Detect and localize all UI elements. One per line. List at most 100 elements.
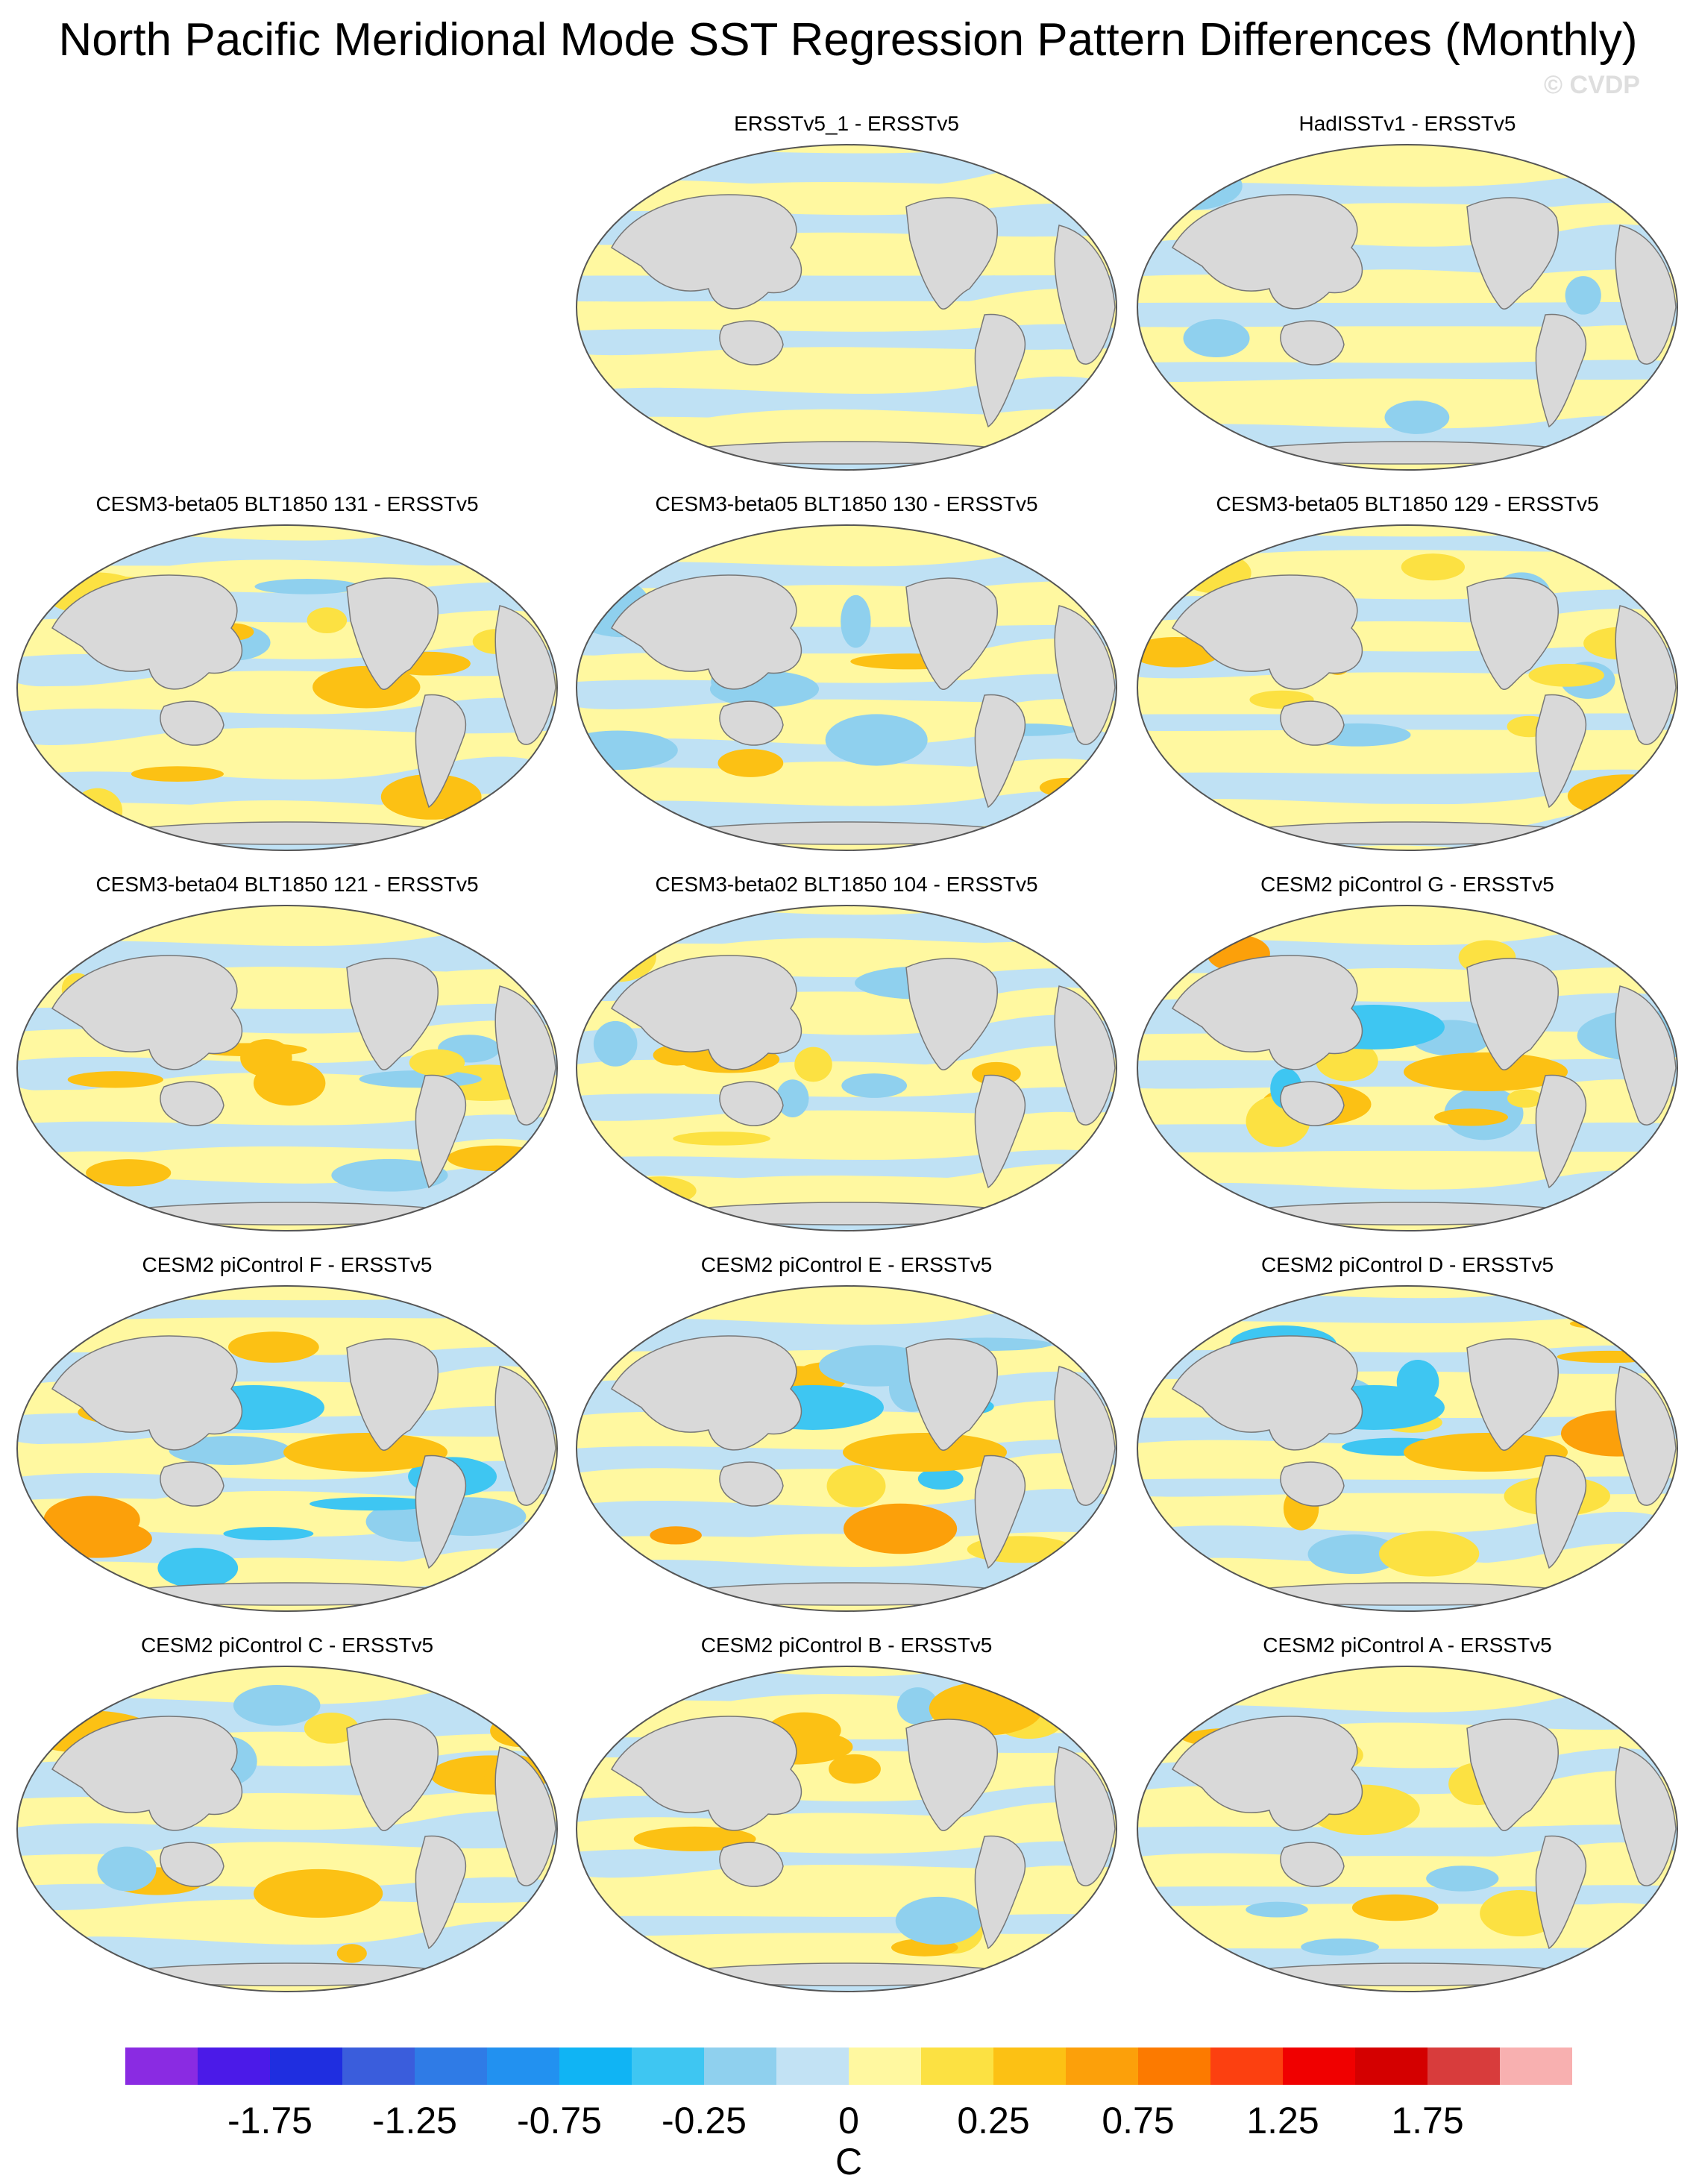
- land-mass: [1054, 1366, 1116, 1506]
- anomaly-blob: [67, 1071, 164, 1088]
- panel-title: CESM2 piControl A - ERSSTv5: [1263, 1634, 1552, 1657]
- map-panel: CESM2 piControl D - ERSSTv5: [1128, 1253, 1687, 1626]
- robinson-map: [16, 1285, 558, 1612]
- anomaly-blob: [336, 1944, 367, 1963]
- anomaly-blob: [843, 1433, 1007, 1472]
- colorbar: -1.75 -1.25 -0.75 -0.25 0 0.25 0.75 1.25 1.75 C: [125, 2048, 1572, 2183]
- robinson-map: [576, 1666, 1117, 1992]
- anomaly-blob: [1307, 1534, 1401, 1575]
- anomaly-blob: [650, 1526, 702, 1545]
- land-mass: [1615, 1366, 1677, 1506]
- land-mass: [1172, 955, 1363, 1070]
- map-panel: CESM3-beta05 BLT1850 129 - ERSSTv5: [1128, 492, 1687, 865]
- robinson-map: [576, 524, 1117, 851]
- anomaly-blob: [841, 1073, 908, 1098]
- land-mass: [719, 700, 784, 746]
- anomaly-blob: [1569, 1317, 1677, 1331]
- robinson-map: [16, 1666, 558, 1992]
- anomaly-blob: [42, 1519, 152, 1558]
- anomaly-blob: [447, 1145, 546, 1172]
- map-border: [16, 1666, 558, 1992]
- panel-title: CESM3-beta05 BLT1850 131 - ERSSTv5: [95, 492, 479, 515]
- colorbar-swatch: [1283, 2048, 1355, 2085]
- land-mass: [905, 958, 998, 1070]
- robinson-map: [16, 524, 558, 851]
- anomaly-blob: [304, 1713, 359, 1744]
- robinson-map: [1137, 144, 1678, 471]
- anomaly-blob: [818, 1345, 934, 1387]
- map-border: [576, 1285, 1117, 1612]
- map-panel: CESM3-beta05 BLT1850 130 - ERSSTv5: [567, 492, 1126, 865]
- land-mass: [415, 694, 467, 809]
- land-mass: [974, 313, 1026, 428]
- anomaly-blob: [1557, 1350, 1662, 1364]
- map-border: [16, 1285, 558, 1612]
- map-border: [1137, 1666, 1678, 1992]
- land-mass: [974, 694, 1026, 809]
- map-panel: CESM3-beta05 BLT1850 131 - ERSSTv5: [7, 492, 567, 865]
- land-mass: [1615, 985, 1677, 1126]
- anomaly-band: [17, 1297, 557, 1320]
- land-mass: [1280, 320, 1345, 365]
- page-title: North Pacific Meridional Mode SST Regres…: [58, 14, 1638, 66]
- map-border: [1137, 1285, 1678, 1612]
- anomaly-blob: [1384, 401, 1450, 434]
- anomaly-blob: [895, 1896, 982, 1945]
- land-mass: [1172, 1716, 1363, 1831]
- anomaly-blob: [233, 1685, 321, 1726]
- anomaly-blob: [776, 1079, 809, 1117]
- panel-title: CESM3-beta05 BLT1850 130 - ERSSTv5: [655, 492, 1038, 515]
- robinson-map: [576, 905, 1117, 1231]
- land-mass: [51, 574, 243, 690]
- map-border: [576, 905, 1117, 1231]
- land-mass: [1466, 577, 1559, 690]
- colorbar-swatch: [1138, 2048, 1210, 2085]
- land-mass: [1280, 1842, 1345, 1887]
- anomaly-blob: [633, 1826, 756, 1851]
- anomaly-blob: [283, 1433, 447, 1472]
- map-panel: HadISSTv1 - ERSSTv5: [1128, 112, 1687, 485]
- anomaly-band: [1137, 1122, 1677, 1154]
- colorbar-swatch: [270, 2048, 342, 2085]
- land-mass: [905, 577, 998, 690]
- land-mass: [1054, 605, 1116, 745]
- land-mass: [1466, 197, 1559, 310]
- anomaly-blob: [227, 1331, 319, 1363]
- land-mass: [346, 1338, 439, 1451]
- anomaly-blob: [307, 607, 348, 634]
- land-mass: [1535, 1455, 1587, 1569]
- land-mass: [1535, 1835, 1587, 1950]
- robinson-map: [1137, 905, 1678, 1231]
- colorbar-tick-label: 0: [838, 2100, 859, 2141]
- anomaly-blob: [86, 1159, 172, 1187]
- land-mass: [51, 955, 243, 1070]
- land-mass: [1615, 605, 1677, 745]
- land-mass: [719, 1081, 784, 1126]
- anomaly-blob: [1039, 777, 1093, 797]
- panel-title: CESM3-beta04 BLT1850 121 - ERSSTv5: [95, 873, 479, 896]
- land-mass: [51, 1716, 243, 1831]
- map-panel: CESM2 piControl B - ERSSTv5: [567, 1634, 1126, 2006]
- anomaly-blob: [673, 1132, 770, 1146]
- map-border: [576, 524, 1117, 851]
- map-border: [1137, 144, 1678, 471]
- colorbar-tick-label: -0.25: [662, 2100, 747, 2141]
- anomaly-blob: [1433, 1108, 1508, 1126]
- panel-title: CESM2 piControl E - ERSSTv5: [700, 1253, 993, 1276]
- panel-title: HadISSTv1 - ERSSTv5: [1298, 112, 1516, 135]
- land-mass: [1280, 700, 1345, 746]
- land-mass: [1466, 1719, 1559, 1831]
- anomaly-blob: [490, 1714, 553, 1748]
- land-mass: [1535, 694, 1587, 809]
- land-mass: [611, 1716, 803, 1831]
- land-mass: [160, 1842, 224, 1887]
- panel-title: CESM2 piControl F - ERSSTv5: [142, 1253, 433, 1276]
- map-border: [16, 905, 558, 1231]
- land-mass: [494, 1366, 556, 1506]
- anomaly-blob: [1404, 1433, 1568, 1472]
- land-mass: [905, 1719, 998, 1831]
- land-mass: [719, 1461, 784, 1507]
- anomaly-blob: [1507, 1089, 1543, 1108]
- land-mass: [160, 700, 224, 746]
- anomaly-blob: [331, 1158, 448, 1192]
